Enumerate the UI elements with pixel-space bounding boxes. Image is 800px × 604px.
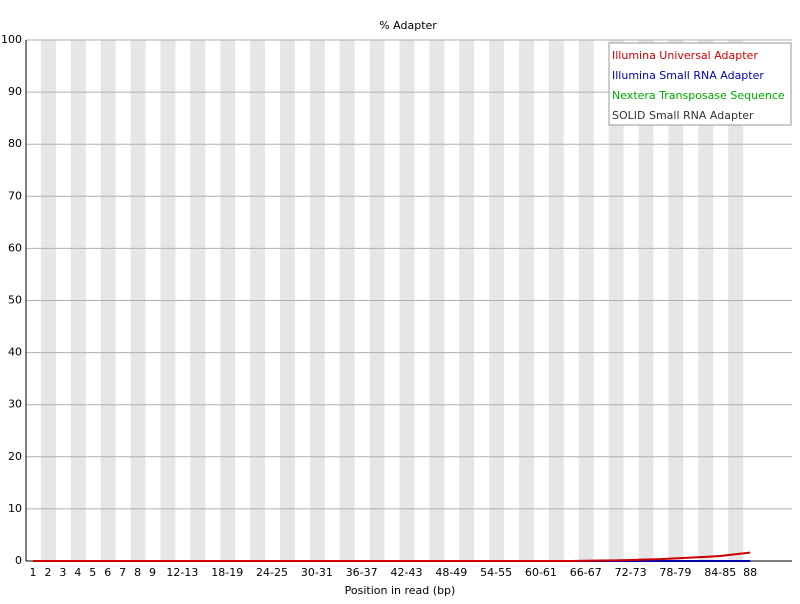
x-tick-label: 6 xyxy=(104,566,111,579)
y-tick-label: 30 xyxy=(8,398,22,411)
x-tick-label: 78-79 xyxy=(659,566,691,579)
y-tick-label: 70 xyxy=(8,189,22,202)
legend-entry: SOLID Small RNA Adapter xyxy=(612,109,754,122)
y-tick-label: 100 xyxy=(1,33,22,46)
x-tick-label: 2 xyxy=(44,566,51,579)
x-tick-label: 60-61 xyxy=(525,566,557,579)
x-tick-label: 54-55 xyxy=(480,566,512,579)
series-line xyxy=(33,551,751,562)
y-tick-label: 60 xyxy=(8,241,22,254)
x-tick-label: 8 xyxy=(134,566,141,579)
y-tick-label: 10 xyxy=(8,502,22,515)
chart-title: % Adapter xyxy=(379,19,437,32)
y-tick-label: 90 xyxy=(8,85,22,98)
y-tick-label: 20 xyxy=(8,450,22,463)
x-tick-label: 3 xyxy=(59,566,66,579)
x-tick-label: 72-73 xyxy=(615,566,647,579)
x-tick-label: 18-19 xyxy=(211,566,243,579)
x-tick-label: 84-85 xyxy=(704,566,736,579)
x-tick-label: 88 xyxy=(743,566,757,579)
legend-entry: Illumina Universal Adapter xyxy=(612,49,758,62)
x-tick-label: 24-25 xyxy=(256,566,288,579)
y-tick-label: 40 xyxy=(8,346,22,359)
y-tick-label: 80 xyxy=(8,137,22,150)
y-tick-label: 0 xyxy=(15,554,22,567)
legend-entry: Illumina Small RNA Adapter xyxy=(612,69,764,82)
x-tick-label: 1 xyxy=(30,566,37,579)
x-tick-label: 30-31 xyxy=(301,566,333,579)
x-tick-label: 36-37 xyxy=(346,566,378,579)
x-tick-label: 66-67 xyxy=(570,566,602,579)
legend-box xyxy=(608,42,792,126)
x-tick-label: 7 xyxy=(119,566,126,579)
x-tick-label: 12-13 xyxy=(166,566,198,579)
y-tick-label: 50 xyxy=(8,294,22,307)
x-tick-label: 48-49 xyxy=(435,566,467,579)
x-tick-label: 9 xyxy=(149,566,156,579)
x-tick-label: 42-43 xyxy=(391,566,423,579)
x-tick-label: 4 xyxy=(74,566,81,579)
x-axis-label: Position in read (bp) xyxy=(345,584,456,597)
legend-entry: Nextera Transposase Sequence xyxy=(612,89,785,102)
x-tick-label: 5 xyxy=(89,566,96,579)
